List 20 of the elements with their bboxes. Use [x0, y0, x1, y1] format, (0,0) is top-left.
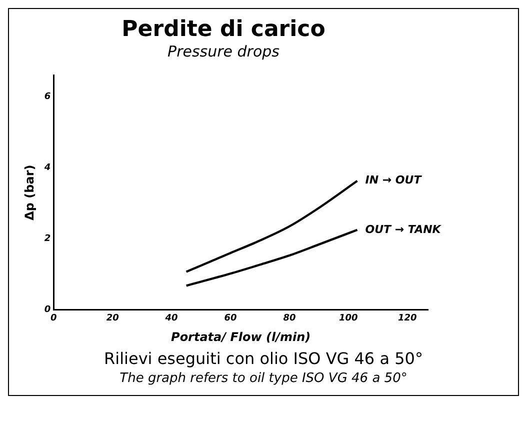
series-label: OUT → TANK — [365, 222, 442, 236]
x-tick-label: 120 — [398, 314, 417, 324]
x-tick-label: 40 — [164, 314, 178, 324]
x-tick-label: 100 — [339, 314, 358, 324]
x-axis-title: Portata/ Flow (l/min) — [171, 330, 311, 344]
chart-title: Perdite di carico — [122, 16, 326, 42]
y-tick-label: 0 — [44, 305, 51, 316]
line-series — [185, 180, 358, 273]
x-tick-label: 80 — [283, 314, 296, 324]
text: Rilievi eseguiti con olio ISO VG 46 a 50° — [103, 349, 424, 369]
y-tick-label: 2 — [44, 234, 51, 244]
y-tick-label: 6 — [44, 92, 51, 102]
series-label: IN → OUT — [365, 174, 423, 187]
y-axis-title: Δp (bar) — [22, 164, 36, 220]
text: The graph refers to oil type ISO VG 46 a 50° — [118, 370, 408, 388]
x-tick-label: 20 — [106, 314, 119, 324]
chart-subtitle: Pressure drops — [168, 42, 280, 60]
y-tick-label: 4 — [43, 163, 51, 174]
line-series — [185, 228, 358, 287]
x-tick-label: 60 — [224, 314, 237, 324]
